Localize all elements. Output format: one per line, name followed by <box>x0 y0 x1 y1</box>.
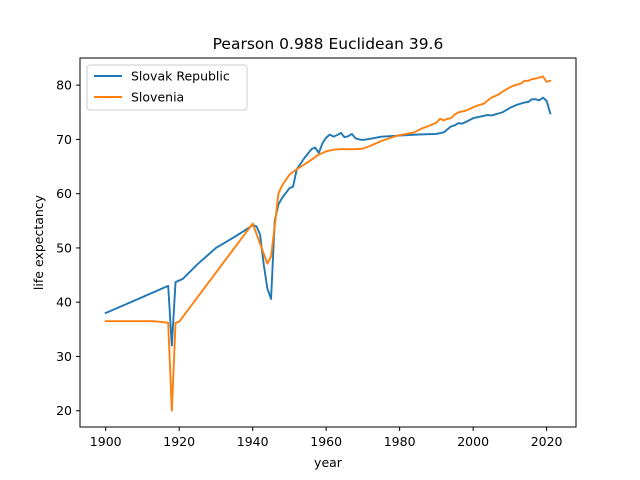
x-tick-label: 1940 <box>237 434 269 449</box>
series-line-slovak-republic <box>104 96 552 347</box>
legend: Slovak Republic Slovenia <box>86 64 248 111</box>
chart-title: Pearson 0.988 Euclidean 39.6 <box>213 35 444 53</box>
x-axis-ticks: 1900 1920 1940 1960 1980 2000 2020 <box>90 427 563 449</box>
x-tick-label: 1920 <box>163 434 195 449</box>
axes-frame <box>79 57 577 428</box>
x-tick-label: 1900 <box>90 434 122 449</box>
y-tick-label: 80 <box>56 78 72 93</box>
legend-label-slovak-republic: Slovak Republic <box>131 69 230 84</box>
y-tick-label: 40 <box>56 295 72 310</box>
series-line-slovenia <box>104 75 552 412</box>
legend-label-slovenia: Slovenia <box>131 90 184 105</box>
legend-box <box>86 64 248 111</box>
x-tick-label: 1980 <box>384 434 416 449</box>
series-lines <box>104 75 552 412</box>
plot-area: 1900 1920 1940 1960 1980 2000 2020 20 30 40 50 60 7… <box>56 57 577 449</box>
y-tick-label: 50 <box>56 240 72 255</box>
y-axis-ticks: 20 30 40 50 60 70 80 <box>56 78 80 418</box>
y-tick-label: 20 <box>56 403 72 418</box>
y-tick-label: 70 <box>56 132 72 147</box>
x-tick-label: 2020 <box>531 434 563 449</box>
x-tick-label: 2000 <box>457 434 489 449</box>
y-axis-label: life expectancy <box>31 194 46 290</box>
y-tick-label: 60 <box>56 186 72 201</box>
x-tick-label: 1960 <box>310 434 342 449</box>
y-tick-label: 30 <box>56 349 72 364</box>
x-axis-label: year <box>314 455 343 470</box>
